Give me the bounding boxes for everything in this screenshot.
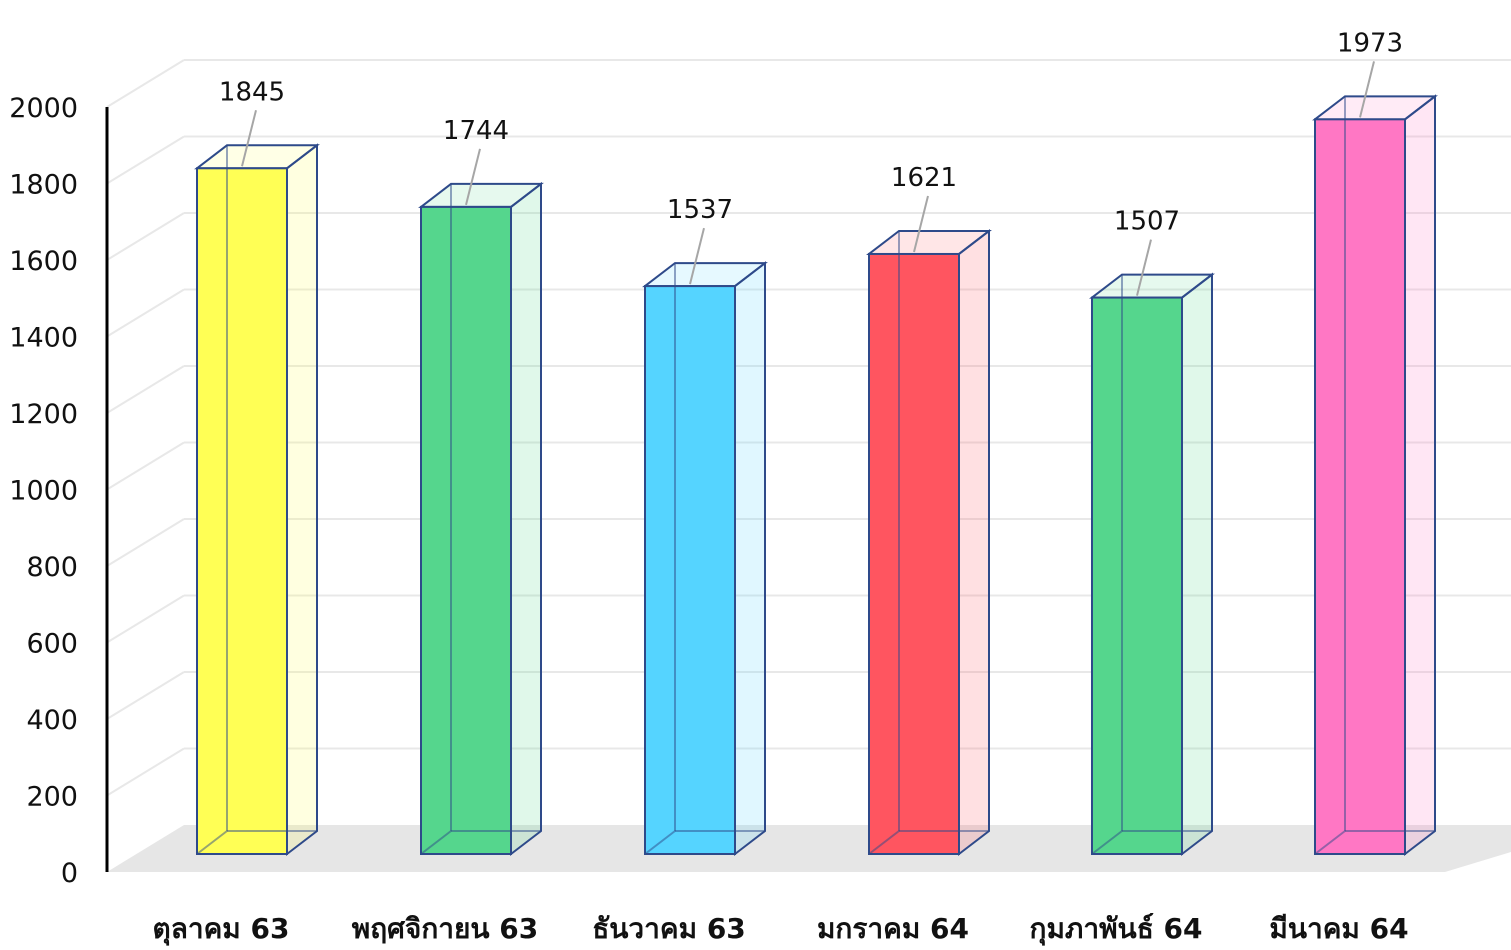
y-tick-label: 1600: [9, 246, 78, 277]
y-tick-label: 1200: [9, 399, 78, 430]
data-label-leader: [913, 195, 929, 253]
x-tick-label: ธันวาคม 63: [592, 912, 746, 945]
y-tick-label: 1000: [9, 476, 78, 507]
y-tick-label: 600: [26, 629, 78, 660]
bar-edge: [868, 830, 900, 855]
y-tick-label: 800: [26, 552, 78, 583]
gridline-diagonal: [106, 365, 185, 414]
chart-floor: [107, 825, 1511, 872]
x-tick-label: พฤศจิกายน 63: [352, 912, 539, 945]
bar-edge: [1091, 830, 1123, 855]
bar-group: [418, 181, 544, 857]
floor-plane: [107, 825, 1511, 872]
bar-group: [642, 261, 768, 857]
y-tick-label: 1800: [9, 170, 78, 201]
gridline-diagonal: [106, 747, 185, 797]
x-tick-label: ตุลาคม 63: [153, 912, 290, 946]
data-label: 1973: [1337, 28, 1403, 58]
data-label-leader: [689, 227, 705, 285]
bar-edge: [1314, 830, 1346, 855]
gridline-diagonal: [106, 59, 185, 108]
bar: [868, 252, 960, 855]
gridlines: [106, 59, 1511, 797]
y-tick-label: 2000: [9, 93, 78, 124]
gridline-diagonal: [106, 135, 185, 185]
y-tick-label: 400: [26, 705, 78, 736]
gridline-diagonal: [106, 441, 185, 491]
data-label: 1507: [1114, 207, 1180, 237]
bar-group: [1312, 94, 1438, 857]
bar: [196, 167, 288, 856]
data-label-leader: [241, 110, 257, 167]
bar: [644, 285, 736, 856]
bar-group: [1089, 272, 1215, 857]
bar-edge: [196, 830, 228, 855]
gridline-diagonal: [106, 671, 185, 720]
data-label: 1621: [891, 163, 957, 193]
x-tick-label: มกราคม 64: [817, 912, 969, 945]
x-axis-ticks: ตุลาคม 63 พฤศจิกายน 63 ธันวาคม 63 มกราคม 64…: [153, 912, 1409, 946]
bar-edge: [420, 830, 452, 855]
bar-side: [734, 261, 766, 857]
gridline-diagonal: [106, 212, 185, 261]
bar-group: [194, 143, 320, 857]
bars: [194, 94, 1438, 857]
data-label: 1845: [219, 77, 285, 107]
y-tick-label: 1400: [9, 323, 78, 354]
bar-side: [286, 143, 318, 857]
gridline-diagonal: [106, 594, 185, 644]
bar-side: [510, 181, 542, 857]
y-axis-ticks: 0 200 400 600 800 1000 1200 1400 1600 1800 2000: [9, 93, 78, 889]
bar: [420, 205, 512, 856]
bar-side: [958, 228, 990, 857]
data-label-leader: [465, 148, 481, 206]
gridline-diagonal: [106, 288, 185, 338]
bar: [1091, 296, 1183, 855]
y-tick-label: 0: [61, 858, 78, 889]
data-label-leader: [1359, 61, 1375, 118]
data-labels: 1845 1744 1537 1621 1507 1973: [219, 28, 1403, 296]
data-label: 1537: [667, 195, 733, 225]
bar: [1314, 118, 1406, 855]
bar-side: [1404, 94, 1436, 857]
bar-group: [866, 228, 992, 857]
x-tick-label: มีนาคม 64: [1269, 912, 1408, 945]
y-tick-label: 200: [26, 782, 78, 813]
gridline-diagonal: [106, 518, 185, 567]
bar-side: [1181, 272, 1213, 857]
data-label: 1744: [443, 116, 509, 146]
x-tick-label: กุมภาพันธ์ 64: [1030, 912, 1203, 946]
bar-edge: [644, 830, 676, 855]
data-label-leader: [1136, 239, 1152, 296]
